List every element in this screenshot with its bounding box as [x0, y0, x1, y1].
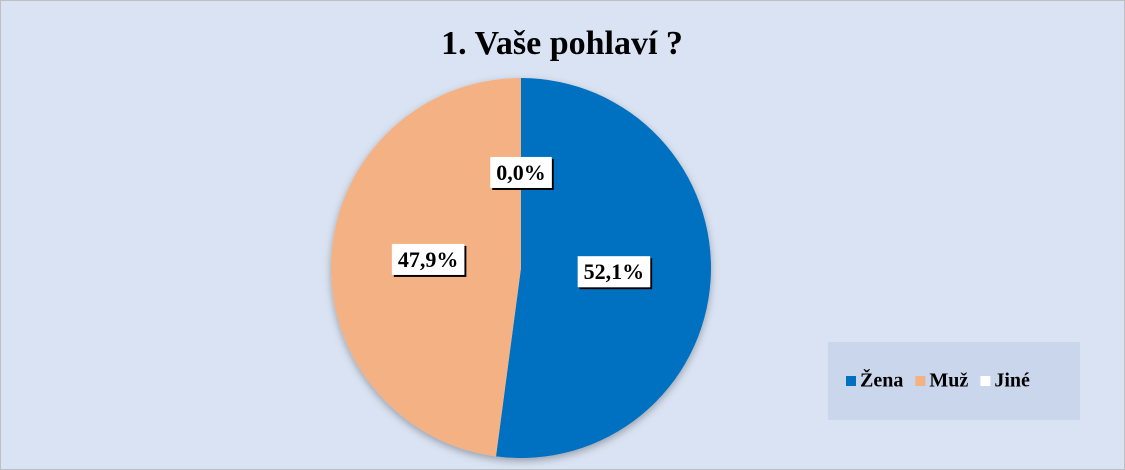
pie: [330, 77, 711, 458]
legend-box: [828, 342, 1080, 420]
data-label: 52,1%: [584, 259, 645, 284]
legend-swatch: [846, 376, 856, 386]
legend-swatch: [980, 376, 991, 386]
data-label-box: [577, 256, 651, 288]
data-label-box: [490, 156, 552, 188]
legend-label: Žena: [860, 368, 903, 392]
legend-label: Muž: [929, 370, 968, 392]
legend-label: Jiné: [994, 370, 1030, 392]
data-label: 47,9%: [398, 247, 459, 272]
chart-title: 1. Vaše pohlaví ?: [441, 25, 683, 62]
data-label: 0,0%: [496, 160, 546, 185]
data-label-box: [391, 243, 465, 275]
legend-swatch: [915, 376, 926, 386]
